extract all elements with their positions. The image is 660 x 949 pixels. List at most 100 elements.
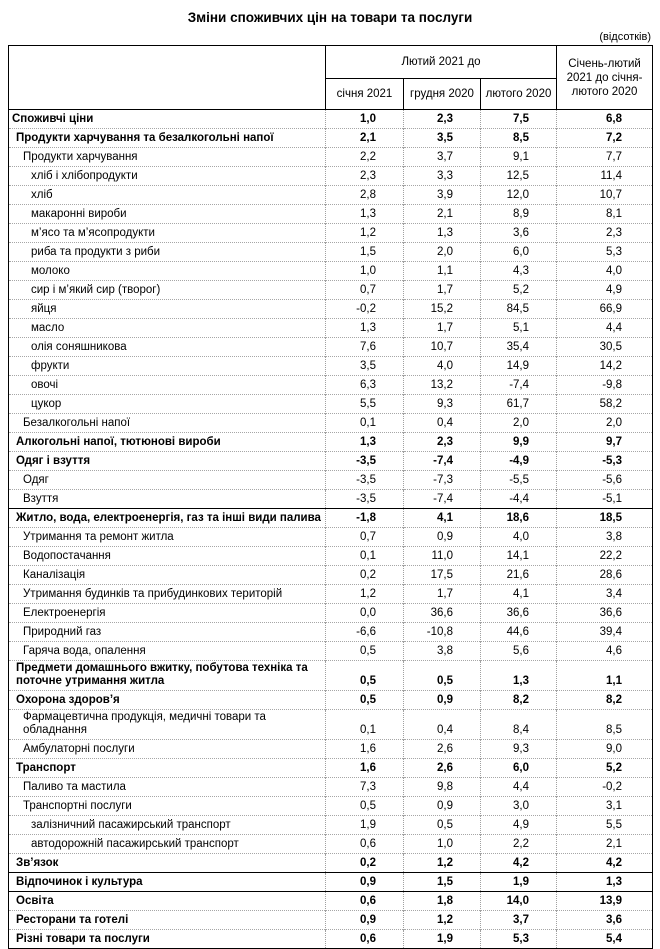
row-value: 1,2 (325, 584, 404, 604)
row-value: 2,8 (325, 185, 404, 205)
table-row: макаронні вироби 1,3 2,1 8,9 8,1 (8, 204, 653, 224)
row-value: 4,0 (556, 261, 653, 281)
row-label: Одяг (8, 470, 326, 490)
row-value: 2,1 (325, 128, 404, 148)
row-value: 61,7 (479, 394, 557, 414)
table-row: Житло, вода, електроенергія, газ та інші… (8, 508, 653, 528)
row-value: 17,5 (403, 565, 481, 585)
row-value: 1,5 (325, 242, 404, 262)
row-value: 0,9 (325, 872, 404, 892)
row-value: 30,5 (556, 337, 653, 357)
row-value: 84,5 (479, 299, 557, 319)
row-value: 1,5 (403, 872, 481, 892)
row-value: 4,0 (479, 527, 557, 547)
row-value: 5,4 (556, 929, 653, 949)
row-value: 1,2 (325, 223, 404, 243)
row-label: хліб (8, 185, 326, 205)
row-value: 0,2 (325, 565, 404, 585)
row-value: -0,2 (325, 299, 404, 319)
row-label: Освіта (8, 891, 326, 911)
row-value: 1,0 (325, 261, 404, 281)
row-value: 10,7 (403, 337, 481, 357)
row-value: 4,4 (479, 777, 557, 797)
row-value: 36,6 (479, 603, 557, 623)
row-value: 1,0 (403, 834, 481, 854)
header-last-column: Січень-лютий 2021 до січня-лютого 2020 (556, 45, 654, 110)
row-value: 13,2 (403, 375, 481, 395)
row-value: 58,2 (556, 394, 653, 414)
table-row: яйця -0,2 15,2 84,5 66,9 (8, 299, 653, 319)
header-subcolumns-row: січня 2021 грудня 2020 лютого 2020 (9, 78, 653, 110)
table-row: Взуття -3,5 -7,4 -4,4 -5,1 (8, 489, 653, 509)
row-value: 4,1 (403, 508, 481, 528)
row-value: -3,5 (325, 451, 404, 471)
row-value: 36,6 (556, 603, 653, 623)
row-value: 4,2 (556, 853, 653, 873)
row-value: -7,4 (403, 451, 481, 471)
row-value: 1,1 (556, 660, 653, 691)
row-label: масло (8, 318, 326, 338)
table-row: Природний газ -6,6 -10,8 44,6 39,4 (8, 622, 653, 642)
row-value: 0,4 (403, 709, 481, 740)
table-row: Споживчі ціни 1,0 2,3 7,5 6,8 (8, 109, 653, 129)
row-value: 12,5 (479, 166, 557, 186)
row-value: 1,6 (325, 758, 404, 778)
row-value: 28,6 (556, 565, 653, 585)
row-label: Охорона здоров’я (8, 690, 326, 710)
row-value: 11,4 (556, 166, 653, 186)
row-value: -7,4 (403, 489, 481, 509)
row-value: 7,6 (325, 337, 404, 357)
table-row: Продукти харчування 2,2 3,7 9,1 7,7 (8, 147, 653, 167)
row-label: Продукти харчування та безалкогольні нап… (8, 128, 326, 148)
table-row: олія соняшникова 7,6 10,7 35,4 30,5 (8, 337, 653, 357)
consumer-price-table: Лютий 2021 до Січень-лютий 2021 до січня… (8, 45, 654, 949)
row-value: -1,8 (325, 508, 404, 528)
row-value: 3,9 (403, 185, 481, 205)
table-row: Відпочинок і культура 0,9 1,5 1,9 1,3 (8, 872, 653, 892)
row-value: 0,6 (325, 834, 404, 854)
row-value: 5,3 (479, 929, 557, 949)
row-value: 1,3 (479, 660, 557, 691)
row-value: 22,2 (556, 546, 653, 566)
row-label: овочі (8, 375, 326, 395)
row-value: 9,3 (403, 394, 481, 414)
row-value: 5,5 (325, 394, 404, 414)
row-value: 12,0 (479, 185, 557, 205)
row-value: 15,2 (403, 299, 481, 319)
row-value: 5,5 (556, 815, 653, 835)
row-label: Взуття (8, 489, 326, 509)
row-value: 2,0 (556, 413, 653, 433)
row-label: Гаряча вода, опалення (8, 641, 326, 661)
row-label: Утримання будинків та прибудинкових тери… (8, 584, 326, 604)
row-value: 39,4 (556, 622, 653, 642)
row-value: -10,8 (403, 622, 481, 642)
table-row: фрукти 3,5 4,0 14,9 14,2 (8, 356, 653, 376)
row-value: 0,9 (403, 527, 481, 547)
row-value: 2,1 (556, 834, 653, 854)
row-value: 2,3 (403, 109, 481, 129)
row-label: молоко (8, 261, 326, 281)
table-row: риба та продукти з риби 1,5 2,0 6,0 5,3 (8, 242, 653, 262)
table-row: Предмети домашнього вжитку, побутова тех… (8, 660, 653, 691)
table-row: автодорожній пасажирський транспорт 0,6 1,… (8, 834, 653, 854)
table-row: Продукти харчування та безалкогольні нап… (8, 128, 653, 148)
row-value: -3,5 (325, 489, 404, 509)
row-label: риба та продукти з риби (8, 242, 326, 262)
row-value: 11,0 (403, 546, 481, 566)
header-subcolumn: лютого 2020 (479, 78, 558, 110)
row-label: сир і м’який сир (творог) (8, 280, 326, 300)
table-row: Зв’язок 0,2 1,2 4,2 4,2 (8, 853, 653, 873)
table-header: Лютий 2021 до Січень-лютий 2021 до січня… (8, 45, 654, 110)
row-label: олія соняшникова (8, 337, 326, 357)
row-label: Продукти харчування (8, 147, 326, 167)
row-label: Споживчі ціни (8, 109, 326, 129)
row-value: -5,1 (556, 489, 653, 509)
row-value: 7,2 (556, 128, 653, 148)
row-value: -9,8 (556, 375, 653, 395)
row-label: Відпочинок і культура (8, 872, 326, 892)
row-value: 3,5 (325, 356, 404, 376)
row-value: 1,8 (403, 891, 481, 911)
row-value: 0,4 (403, 413, 481, 433)
row-label: Каналізація (8, 565, 326, 585)
row-value: -7,3 (403, 470, 481, 490)
